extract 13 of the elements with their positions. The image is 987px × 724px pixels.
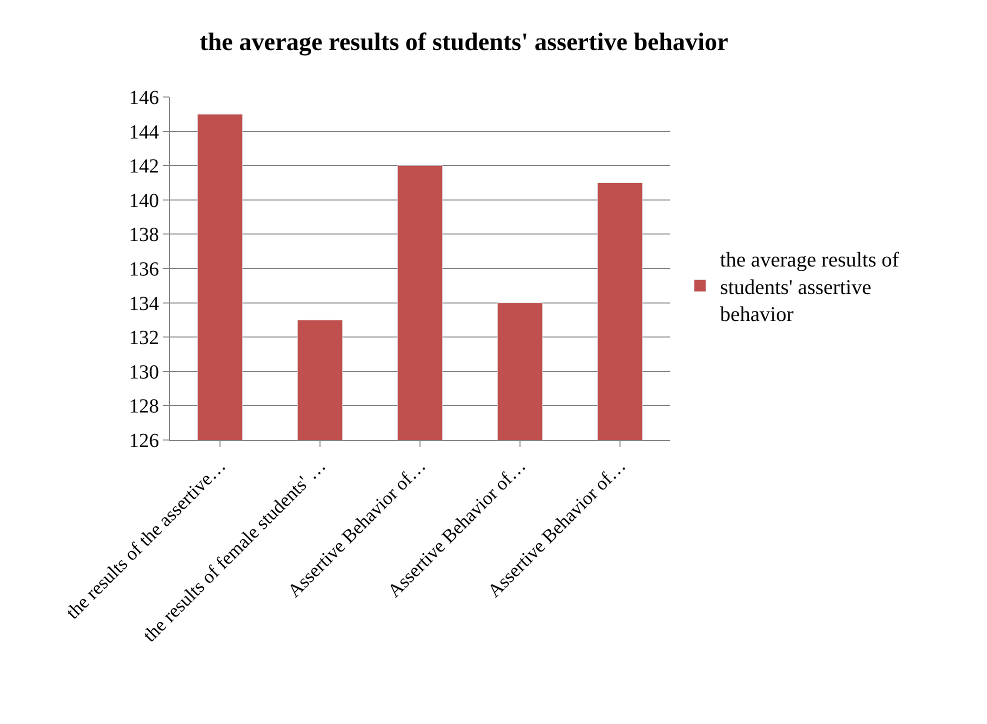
y-tick-label: 138 [129, 224, 159, 246]
y-tick-label: 132 [129, 327, 159, 350]
y-tick-label: 136 [129, 258, 159, 280]
legend-label: the average results of students' assertive behavior [720, 247, 900, 326]
y-tick-label: 126 [129, 430, 159, 452]
chart-title: the average results of students' assertive behavior [200, 29, 728, 56]
y-tick-label: 142 [129, 156, 159, 178]
y-tick-label: 146 [129, 87, 159, 109]
y-tick-label: 134 [129, 292, 159, 315]
y-tick-label: 140 [129, 190, 159, 212]
y-tick-label: 128 [129, 396, 159, 418]
y-tick-label: 144 [129, 121, 159, 144]
y-tick-label: 130 [129, 361, 159, 384]
